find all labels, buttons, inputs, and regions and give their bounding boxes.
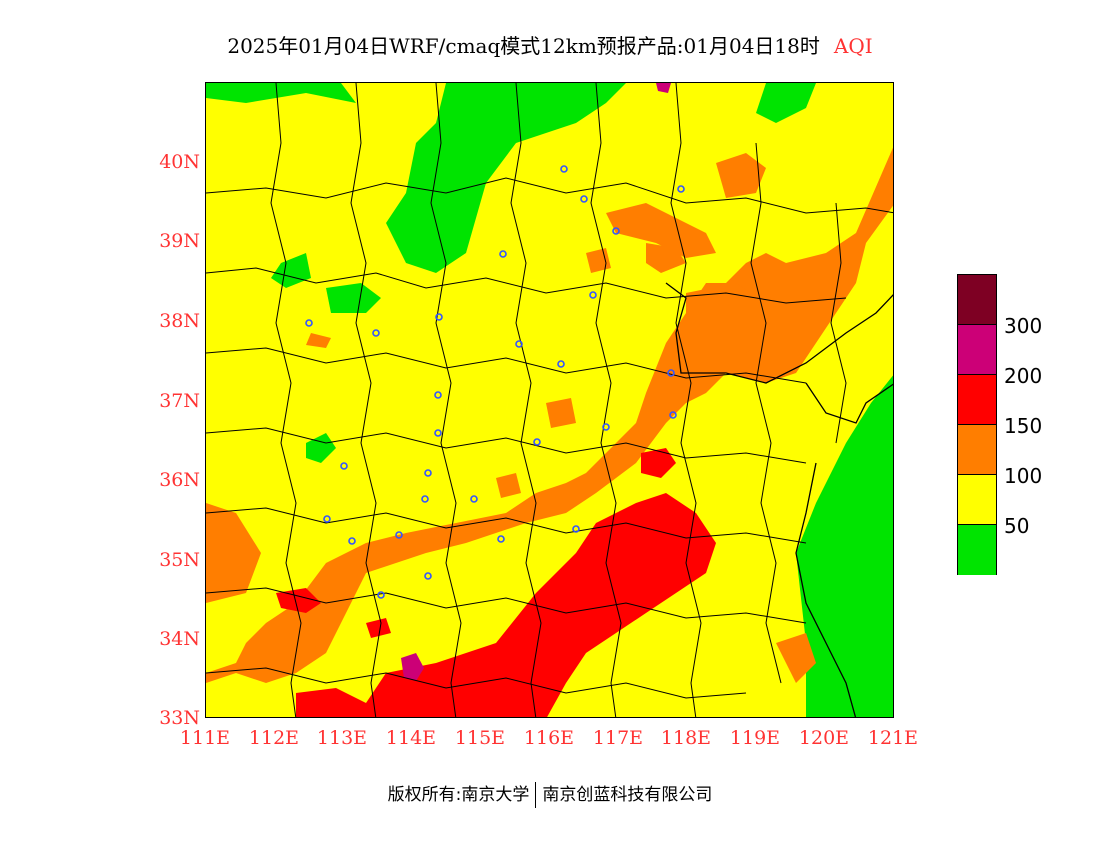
lat-label-34n: 34N [159,628,200,650]
lon-label-121e: 121E [867,727,919,749]
legend-label-200: 200 [1004,364,1043,388]
aqi-map[interactable] [205,82,894,718]
lat-label-36n: 36N [159,469,200,491]
title-main: 2025年01月04日WRF/cmaq模式12km预报产品:01月04日18时 [227,34,820,58]
lon-label-116e: 116E [523,727,575,749]
title-product: AQI [833,34,873,58]
lat-label-37n: 37N [159,390,200,412]
lat-label-40n: 40N [159,151,200,173]
aqi-map-svg [206,83,893,717]
lon-label-119e: 119E [729,727,781,749]
legend-swatch-0-50 [958,525,996,575]
lon-label-120e: 120E [798,727,850,749]
legend-swatch-300-plus [958,275,996,325]
city-markers [305,165,685,599]
legend-swatch-50-100 [958,475,996,525]
legend-swatch-200-300 [958,325,996,375]
aqi-level-100-150-regions [206,147,893,717]
legend-swatch-150-200 [958,375,996,425]
lon-label-118e: 118E [660,727,712,749]
lat-label-35n: 35N [159,549,200,571]
aqi-legend [957,274,997,575]
aqi-level-150-200-regions [276,448,716,717]
lon-label-111e: 111E [179,727,231,749]
lat-label-38n: 38N [159,310,200,332]
legend-label-50: 50 [1004,514,1030,538]
company-name: 南京创蓝科技有限公司 [542,785,713,805]
lat-label-39n: 39N [159,230,200,252]
coastline [665,282,893,717]
lon-label-115e: 115E [454,727,506,749]
lon-label-117e: 117E [592,727,644,749]
lon-label-114e: 114E [385,727,437,749]
copyright-owner: 版权所有:南京大学 [387,785,530,805]
county-boundaries [206,83,893,717]
lon-label-112e: 112E [248,727,300,749]
legend-swatch-100-150 [958,425,996,475]
lon-label-113e: 113E [316,727,368,749]
legend-label-150: 150 [1004,414,1043,438]
footer-separator [535,782,537,808]
copyright-footer: 版权所有:南京大学 南京创蓝科技有限公司 [0,780,1100,808]
map-title: 2025年01月04日WRF/cmaq模式12km预报产品:01月04日18时 A… [0,30,1100,59]
legend-label-300: 300 [1004,314,1043,338]
lat-label-33n: 33N [159,707,200,729]
aqi-level-200-300-regions [401,83,671,681]
legend-label-100: 100 [1004,464,1043,488]
